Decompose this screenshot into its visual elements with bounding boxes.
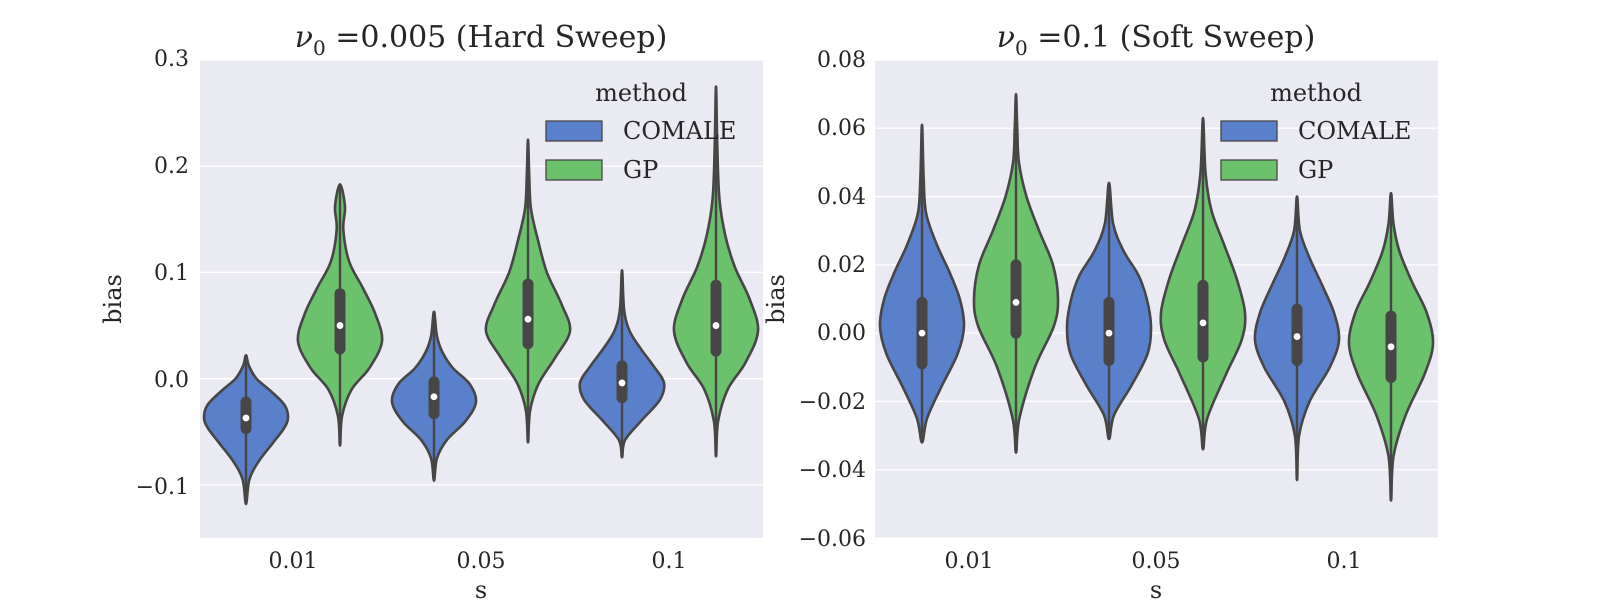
chart-title: ν0 =0.1 (Soft Sweep) (997, 20, 1316, 60)
panel-soft-sweep: ν0 =0.1 (Soft Sweep) 0.08 0.06 0.04 0.02… (762, 20, 1438, 600)
title-symbol: ν (997, 20, 1015, 55)
legend-swatch-gp (1220, 159, 1278, 181)
grid-lines (875, 59, 1438, 539)
violin-median-dot (1199, 319, 1207, 327)
violin-median-dot (430, 393, 438, 401)
legend: method COMALE GP (1220, 79, 1411, 184)
violin-gp-0.01 (296, 182, 384, 447)
violins (878, 92, 1435, 502)
y-tick-label: 0.02 (817, 253, 866, 278)
legend-label-gp: GP (1298, 156, 1333, 184)
x-tick-label: 0.01 (945, 549, 994, 574)
y-axis-label: bias (762, 274, 790, 324)
legend-swatch-gp (545, 159, 603, 181)
y-tick-label: 0.00 (817, 321, 866, 346)
title-symbol: ν (295, 20, 313, 55)
violins (202, 85, 760, 506)
y-tick-label: 0.08 (817, 48, 866, 73)
x-tick-label: 0.01 (269, 549, 318, 574)
legend-title: method (1270, 79, 1362, 107)
violin-gp-0.05 (1159, 116, 1247, 451)
violin-gp-0.1 (672, 85, 760, 458)
violin-median-dot (918, 329, 926, 337)
plot-area (200, 60, 763, 538)
x-axis-label: s (1150, 576, 1162, 600)
legend-label-comale: COMALE (1298, 117, 1411, 145)
violin-median-dot (336, 322, 344, 329)
x-tick-label: 0.1 (652, 549, 687, 574)
panel-hard-sweep: ν0 =0.005 (Hard Sweep) 0.3 0.2 0.1 0.0 −… (99, 20, 763, 600)
y-tick-label: −0.02 (799, 390, 866, 415)
title-rest: =0.1 (Soft Sweep) (1028, 20, 1316, 55)
y-axis-label: bias (99, 274, 127, 324)
violin-gp-0.05 (484, 138, 572, 444)
violin-median-dot (1293, 333, 1301, 340)
plot-area (875, 60, 1438, 538)
y-tick-label: −0.06 (799, 527, 866, 552)
violin-median-dot (712, 322, 720, 329)
y-tick-label: 0.2 (154, 154, 189, 179)
legend-label-gp: GP (623, 156, 658, 184)
violin-median-dot (524, 315, 532, 323)
x-axis-label: s (475, 576, 487, 600)
violin-comale-0.01 (202, 354, 290, 506)
title-subscript: 0 (1015, 36, 1028, 60)
y-tick-label: 0.04 (817, 185, 866, 210)
violin-comale-0.1 (1253, 195, 1341, 482)
violin-comale-0.05 (1065, 181, 1153, 441)
violin-gp-0.01 (972, 92, 1060, 454)
y-tick-label: 0.06 (817, 116, 866, 141)
legend-label-comale: COMALE (623, 117, 736, 145)
violin-comale-0.01 (878, 123, 966, 444)
x-tick-label: 0.05 (457, 549, 506, 574)
violin-median-dot (618, 379, 626, 387)
y-tick-label: 0.1 (154, 261, 189, 286)
title-rest: =0.005 (Hard Sweep) (326, 20, 668, 55)
x-tick-label: 0.1 (1327, 549, 1362, 574)
y-tick-label: 0.0 (154, 368, 189, 393)
legend-swatch-comale (545, 120, 603, 142)
y-tick-label: 0.3 (154, 47, 189, 72)
violin-median-dot (1105, 329, 1113, 337)
chart-title: ν0 =0.005 (Hard Sweep) (295, 20, 668, 60)
violin-median-dot (242, 414, 250, 422)
x-tick-label: 0.05 (1132, 549, 1181, 574)
title-subscript: 0 (313, 36, 326, 60)
y-tick-label: −0.1 (136, 475, 189, 500)
violin-comale-0.1 (578, 269, 666, 459)
violin-median-dot (1387, 343, 1395, 351)
violin-median-dot (1012, 299, 1020, 306)
grid-lines (200, 59, 763, 486)
legend: method COMALE GP (545, 79, 736, 184)
legend-title: method (595, 79, 687, 107)
legend-swatch-comale (1220, 120, 1278, 142)
violin-gp-0.1 (1347, 191, 1435, 502)
y-tick-label: −0.04 (799, 458, 866, 483)
violin-comale-0.05 (390, 310, 478, 482)
